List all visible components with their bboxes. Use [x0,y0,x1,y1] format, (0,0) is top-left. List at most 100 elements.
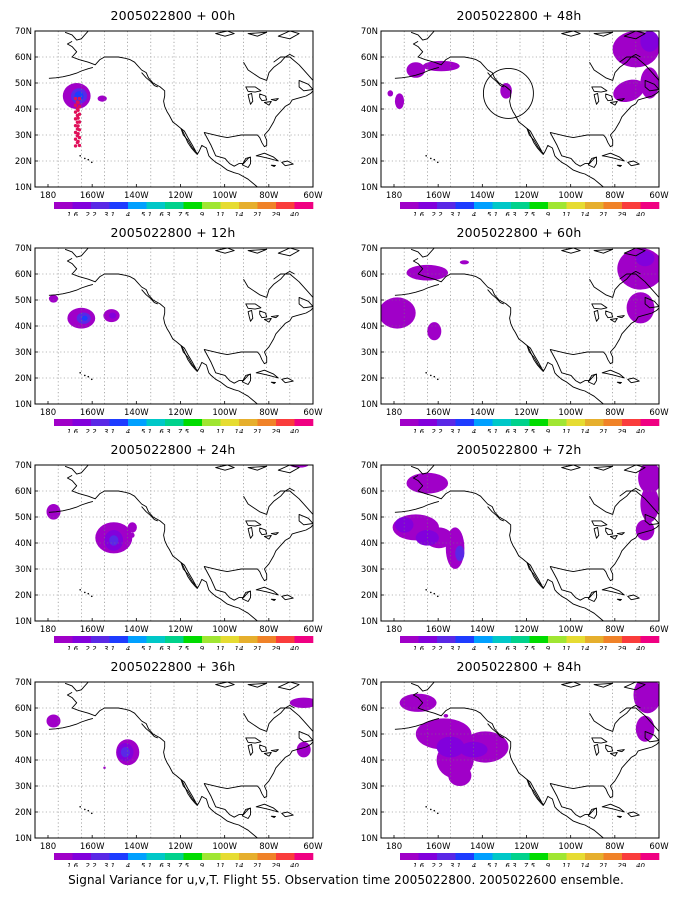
colorbar-swatch [418,419,438,426]
colorbar-swatch [622,202,641,209]
longitude-label: 140W [470,408,495,418]
latitude-label: 60N [15,270,32,280]
colorbar-swatch [585,202,604,209]
colorbar-swatch [91,202,110,209]
variance-region [127,522,137,533]
colorbar-swatch [165,636,184,643]
target-circle [482,67,534,119]
colorbar-swatch [165,202,184,209]
colorbar-swatch [529,853,549,860]
variance-region [640,31,659,52]
latitude-label: 50N [361,296,378,306]
colorbar [400,419,660,426]
longitude-label: 100W [558,842,583,852]
latitude-label: 50N [15,79,32,89]
panel-title: 2005022800 + 36h [110,659,236,674]
colorbar-swatch [72,419,92,426]
longitude-label: 160W [426,625,451,635]
coastline [394,31,659,187]
colorbar-swatch [400,202,419,209]
colorbar-swatch [511,636,530,643]
forecast-map: 70N 60N 50N 40N 30N 20N 10N 180 160W 140W 120W 100W… [15,461,323,650]
latitude-label: 20N [361,374,378,384]
colorbar-label: 3.1 [104,428,115,433]
colorbar-label: 21 [599,428,608,433]
colorbar-label: 7.5 [524,211,536,216]
colorbar-swatch [220,202,240,209]
colorbar-swatch [183,636,203,643]
colorbar-label: 6.3 [505,862,516,867]
colorbar-label: 1.6 [67,428,79,433]
colorbar-swatch [146,636,166,643]
colorbar-label: 4 [126,428,130,433]
colorbar-label: 9 [546,428,551,433]
colorbar-swatch [455,636,475,643]
latitude-label: 50N [361,513,378,523]
longitude-label: 120W [514,408,539,418]
variance-region [394,517,414,533]
map-panel: 2005022800 + 84h 70N 60N 50N 40N 30N 20N 10N 180… [346,651,692,867]
panel-title: 2005022800 + 12h [110,225,236,240]
colorbar-label: 5.1 [141,428,152,433]
colorbar-label: 11 [562,862,571,867]
colorbar-label: 6.3 [159,645,170,650]
variance-region [633,682,659,714]
colorbar [54,419,314,426]
colorbar-swatch [239,419,258,426]
colorbar-swatch [603,202,623,209]
colorbar-swatch [437,636,456,643]
colorbar-swatch [54,636,73,643]
latitude-label: 70N [361,461,378,471]
latitude-label: 30N [15,782,32,792]
colorbar-label: 11 [562,645,571,650]
longitude-label: 60W [649,408,669,418]
colorbar-label: 3.1 [450,645,461,650]
colorbar-swatch [109,419,129,426]
latitude-label: 30N [361,565,378,575]
colorbar-label: 40 [636,645,645,650]
longitude-label: 120W [514,191,539,201]
variance-region [448,765,472,786]
colorbar-swatch [566,419,586,426]
coastline [48,465,313,621]
variance-region [443,714,449,718]
colorbar-label: 29 [618,211,627,216]
variance-region [455,545,465,562]
colorbar-label: 7.5 [524,428,536,433]
colorbar-label: 3.1 [450,211,461,216]
colorbar-label: 14 [581,428,590,433]
colorbar-swatch [548,636,567,643]
colorbar-swatch [400,853,419,860]
latitude-label: 60N [361,487,378,497]
variance-region [109,535,119,546]
latitude-label: 10N [361,617,378,627]
colorbar-swatch [566,853,586,860]
colorbar-swatch [455,419,475,426]
longitude-label: 160W [80,191,105,201]
colorbar-label: 29 [618,428,627,433]
panel-title: 2005022800 + 60h [456,225,582,240]
colorbar-swatch [474,202,493,209]
map-panel: 2005022800 + 00h 70N 60N 50N 40N 30N 20N 10N 180… [0,0,346,216]
colorbar-label: 14 [235,645,244,650]
colorbar-swatch [128,202,147,209]
latitude-label: 10N [15,617,32,627]
colorbar-swatch [529,202,549,209]
colorbar-swatch [418,202,438,209]
latitude-label: 20N [15,591,32,601]
colorbar-swatch [276,419,295,426]
variance-region [635,715,655,742]
colorbar-swatch [146,419,166,426]
colorbar-label: 4 [126,211,130,216]
coastline [394,248,659,404]
colorbar-swatch [492,636,512,643]
colorbar-label: 11 [216,645,225,650]
colorbar-swatch [585,636,604,643]
colorbar-swatch [566,202,586,209]
colorbar-label: 9 [200,862,205,867]
colorbar-swatch [511,202,530,209]
latitude-label: 10N [15,400,32,410]
colorbar-swatch [640,853,660,860]
colorbar-label: 3.1 [450,428,461,433]
colorbar-swatch [603,853,623,860]
